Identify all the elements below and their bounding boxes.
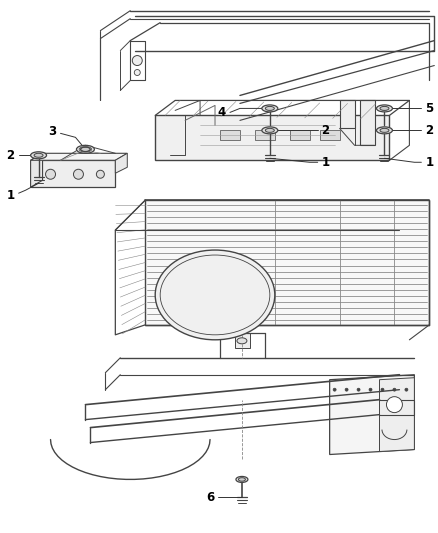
Text: 1: 1 [7,189,15,201]
Ellipse shape [77,146,95,154]
Polygon shape [155,116,389,160]
Circle shape [345,388,348,391]
Text: 6: 6 [206,491,214,504]
Ellipse shape [160,255,270,335]
Polygon shape [31,154,42,187]
Circle shape [369,388,372,391]
Polygon shape [115,154,127,173]
Text: 2: 2 [7,149,15,162]
Ellipse shape [262,127,278,134]
Polygon shape [360,100,374,146]
Ellipse shape [155,250,275,340]
Circle shape [393,388,396,391]
Polygon shape [145,200,429,325]
Circle shape [357,388,360,391]
Text: 2: 2 [425,124,433,137]
Polygon shape [339,100,355,128]
Text: 1: 1 [425,156,433,169]
Ellipse shape [380,107,389,110]
Polygon shape [220,131,240,140]
Polygon shape [320,131,339,140]
Ellipse shape [238,478,245,481]
Ellipse shape [262,105,278,112]
Polygon shape [235,333,250,348]
Text: 1: 1 [321,156,330,169]
Text: 2: 2 [321,124,330,137]
Circle shape [74,169,83,179]
Polygon shape [330,375,414,455]
Ellipse shape [265,107,274,110]
Circle shape [386,397,403,413]
Ellipse shape [380,128,389,132]
Text: 4: 4 [218,106,226,119]
Ellipse shape [81,147,90,151]
Ellipse shape [377,105,392,112]
Ellipse shape [34,154,43,157]
Ellipse shape [31,152,46,159]
Ellipse shape [237,338,247,344]
Polygon shape [255,131,275,140]
Text: 3: 3 [49,125,57,138]
Polygon shape [31,154,127,160]
Polygon shape [379,378,414,451]
Polygon shape [31,160,115,187]
Ellipse shape [265,128,274,132]
Circle shape [381,388,384,391]
Ellipse shape [377,127,392,134]
Ellipse shape [236,477,248,482]
Circle shape [333,388,336,391]
Polygon shape [290,131,310,140]
Circle shape [46,169,56,179]
Circle shape [134,69,140,76]
Text: 5: 5 [425,102,434,115]
Circle shape [405,388,408,391]
Circle shape [96,170,104,178]
Circle shape [132,55,142,66]
